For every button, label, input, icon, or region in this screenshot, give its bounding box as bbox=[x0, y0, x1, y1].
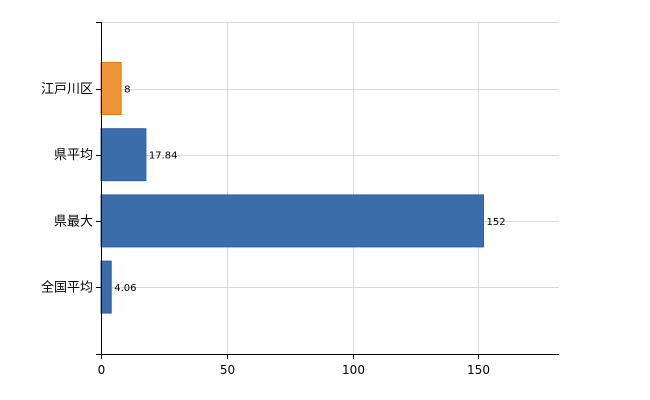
x-tick-label: 50 bbox=[220, 363, 235, 377]
bar bbox=[100, 128, 147, 182]
x-tick-label: 100 bbox=[342, 363, 365, 377]
y-category-label: 全国平均 bbox=[41, 280, 93, 296]
bars bbox=[100, 62, 485, 314]
data-label: 152 bbox=[487, 217, 506, 228]
data-label: 8 bbox=[124, 85, 130, 96]
x-tick-label: 0 bbox=[98, 363, 106, 377]
y-category-label: 県最大 bbox=[54, 214, 93, 229]
bar bbox=[100, 260, 112, 314]
y-category-label: 江戸川区 bbox=[41, 82, 93, 97]
axes bbox=[96, 22, 559, 355]
x-ticks: 0 50 100 150 bbox=[98, 354, 490, 377]
data-label: 17.84 bbox=[149, 151, 178, 162]
bar bbox=[100, 194, 485, 248]
data-label: 4.06 bbox=[114, 283, 136, 294]
data-labels: 8 17.84 152 4.06 bbox=[114, 85, 505, 295]
gridlines bbox=[101, 22, 559, 354]
bar bbox=[100, 62, 122, 115]
x-tick-label: 150 bbox=[467, 363, 490, 377]
y-category-label: 県平均 bbox=[54, 148, 93, 163]
